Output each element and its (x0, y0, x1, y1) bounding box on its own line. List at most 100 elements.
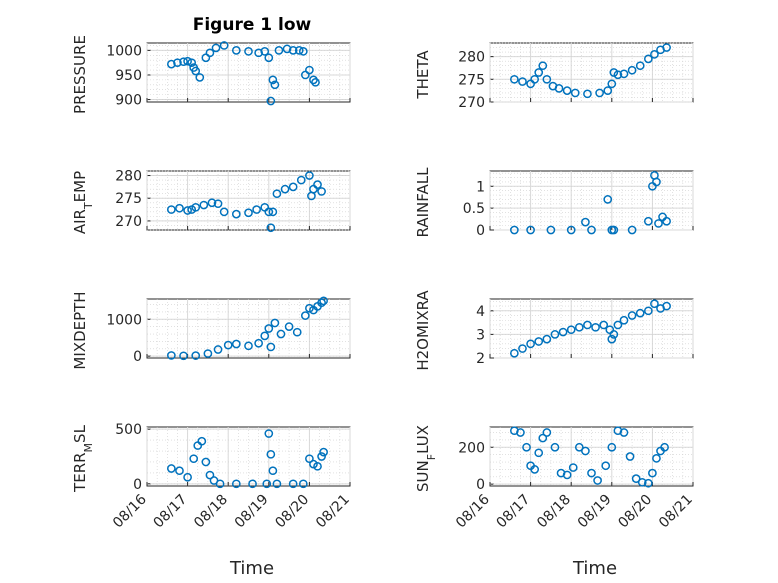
data-point (268, 75, 278, 85)
data-point (662, 301, 671, 311)
data-point (558, 327, 568, 337)
data-point (570, 88, 580, 98)
y-tick-label: 1 (476, 179, 485, 195)
axes-box (146, 42, 351, 103)
data-point (613, 70, 623, 80)
data-point (213, 199, 223, 209)
data-point (637, 477, 647, 487)
subplot-6: 2 3 4 H2OMIXRA (414, 290, 694, 371)
data-point (568, 463, 578, 472)
data-point (607, 79, 617, 89)
data-point (607, 334, 617, 344)
y-tick-label: 270 (458, 95, 485, 111)
data-point (607, 442, 617, 452)
data-point (643, 54, 653, 64)
data-point (167, 205, 176, 214)
x-tick-label: 08/20 (615, 492, 655, 532)
y-tick-label: 0 (476, 477, 485, 493)
data-point (603, 195, 613, 204)
data-point (183, 56, 192, 66)
data-point (631, 474, 641, 483)
data-point (260, 47, 270, 56)
data-point (219, 41, 229, 50)
data-point (562, 86, 572, 96)
data-point (619, 69, 629, 79)
data-point (583, 320, 592, 330)
data-point (562, 470, 572, 480)
data-point (199, 200, 209, 210)
data-point (205, 470, 215, 480)
subplot-4: 0 0.5 1 RAINFALL (414, 167, 694, 239)
data-point (317, 298, 326, 308)
data-point (522, 442, 531, 452)
data-point (518, 344, 527, 353)
data-point (317, 187, 326, 196)
data-point (319, 447, 328, 457)
subplot-5: 0 1000 MIXDEPTH (71, 291, 351, 370)
data-point (288, 46, 298, 55)
x-tick-label: 08/16 (453, 491, 493, 531)
data-point (650, 49, 659, 59)
data-point (266, 449, 276, 459)
data-point (183, 472, 192, 482)
data-point (244, 208, 253, 218)
data-point (264, 324, 274, 333)
data-point (510, 74, 519, 84)
data-point (593, 476, 602, 485)
data-point (526, 225, 535, 235)
data-point (244, 341, 253, 351)
data-point (167, 351, 176, 360)
data-point (660, 442, 669, 452)
data-point (305, 303, 314, 313)
y-axis-label: AIRTEMP (71, 171, 95, 234)
data-point (599, 320, 609, 330)
data-point (167, 59, 176, 69)
data-point (635, 308, 645, 318)
y-axis-label: SUNFLUX (414, 425, 438, 492)
data-point (266, 342, 276, 352)
y-axis-label: TERRMSL (71, 424, 95, 493)
subplot-3: 270 275 280 AIRTEMP (71, 169, 351, 234)
data-point (587, 468, 596, 478)
x-tick-label: 08/18 (191, 492, 231, 532)
y-tick-label: 0 (133, 349, 142, 365)
data-point (526, 339, 535, 349)
data-point (534, 68, 544, 77)
data-point (587, 225, 596, 235)
data-point (195, 73, 205, 82)
data-point (595, 88, 604, 98)
data-point (264, 53, 274, 63)
x-tick-label: 08/19 (575, 492, 615, 532)
subplot-8: 0 200 08/16 08/17 08/18 08/19 08/20 08/21 SUNFLU… (414, 425, 696, 531)
data-point (197, 436, 207, 446)
data-point (298, 47, 308, 56)
y-tick-label: 950 (115, 68, 142, 84)
data-point (231, 46, 241, 55)
y-axis-label: THETA (414, 50, 432, 100)
y-axis-label: RAINFALL (414, 167, 432, 238)
data-point (189, 454, 199, 464)
data-point (266, 223, 276, 233)
data-point (215, 479, 225, 489)
data-point (248, 479, 257, 489)
data-point (601, 461, 611, 471)
data-point (603, 86, 613, 96)
data-point (583, 89, 592, 99)
data-point (311, 77, 320, 87)
data-point (627, 65, 637, 75)
data-point (272, 479, 282, 489)
data-point (643, 478, 653, 488)
data-point (542, 428, 552, 437)
data-point (654, 219, 663, 228)
data-point (574, 442, 584, 452)
data-point (510, 348, 519, 358)
data-point (266, 96, 276, 106)
data-point (305, 65, 314, 75)
y-tick-label: 0 (476, 223, 485, 239)
data-point (231, 479, 241, 489)
data-point (648, 468, 657, 478)
data-point (652, 453, 661, 463)
y-tick-label: 2 (476, 351, 485, 367)
data-point (619, 428, 629, 437)
data-point (254, 48, 263, 58)
